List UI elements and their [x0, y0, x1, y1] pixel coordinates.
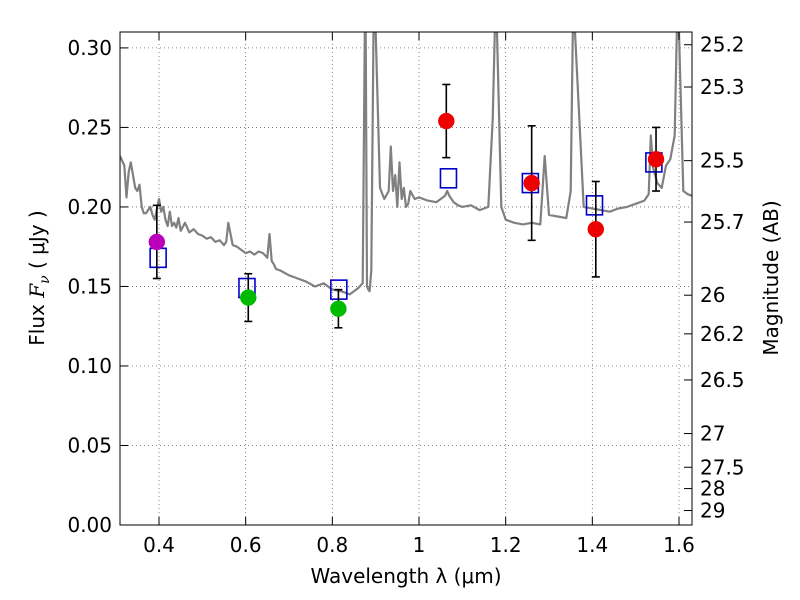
observed-flux-point	[647, 150, 665, 168]
x-tick-label: 1.4	[576, 533, 608, 557]
model-photometry-square	[149, 247, 167, 269]
y-tick-label: 0.25	[67, 115, 112, 139]
observed-flux-point	[587, 220, 605, 238]
observed-flux-point	[523, 174, 540, 192]
plot-area	[120, 32, 692, 296]
y2-tick-label: 27.5	[700, 455, 745, 479]
y2-tick-label: 26	[700, 283, 725, 307]
y2-tick-label: 27	[700, 422, 725, 446]
x-tick-label: 1	[413, 533, 426, 557]
grid	[120, 32, 692, 526]
y-tick-label: 0.15	[67, 274, 112, 298]
observed-flux-point	[438, 112, 455, 130]
observed-flux-point	[240, 289, 257, 306]
ticks: 0.4 0.6 0.8 1 1.2 1.4 1.6 0.00 0.05 0.10 0.15 0.20 0…	[67, 32, 745, 557]
y2-tick-label: 26.2	[700, 322, 745, 346]
y-tick-label: 0.10	[67, 354, 112, 378]
model-photometry-square	[585, 195, 604, 216]
x-tick-label: 0.8	[316, 533, 348, 557]
x-tick-label: 1.6	[663, 533, 695, 557]
y-tick-label: 0.05	[67, 433, 112, 457]
plot-frame	[119, 31, 693, 526]
markers	[148, 83, 665, 329]
y2-tick-label: 25.2	[700, 33, 745, 57]
model-photometry-square	[439, 168, 458, 189]
y2-tick-label: 25.3	[700, 75, 745, 99]
y2-tick-label: 28	[700, 477, 725, 501]
x-tick-label: 0.4	[143, 533, 175, 557]
y2-tick-label: 26.5	[700, 368, 745, 392]
x-tick-label: 0.6	[230, 533, 262, 557]
observed-flux-point	[148, 233, 166, 251]
x-axis-title: Wavelength λ (μm)	[310, 564, 501, 588]
observed-flux-point	[330, 300, 347, 317]
y-tick-label: 0.00	[67, 513, 112, 537]
y2-axis-title: Magnitude (AB)	[759, 200, 783, 355]
y2-tick-label: 25.5	[700, 149, 745, 173]
x-tick-label: 1.2	[490, 533, 522, 557]
y-tick-label: 0.20	[67, 195, 112, 219]
y2-tick-label: 25.7	[700, 210, 745, 234]
y-axis-title: Flux Fν ( μJy )	[25, 210, 53, 345]
sed-model-line	[120, 32, 692, 296]
y2-tick-label: 29	[700, 499, 725, 523]
y-tick-label: 0.30	[67, 36, 112, 60]
